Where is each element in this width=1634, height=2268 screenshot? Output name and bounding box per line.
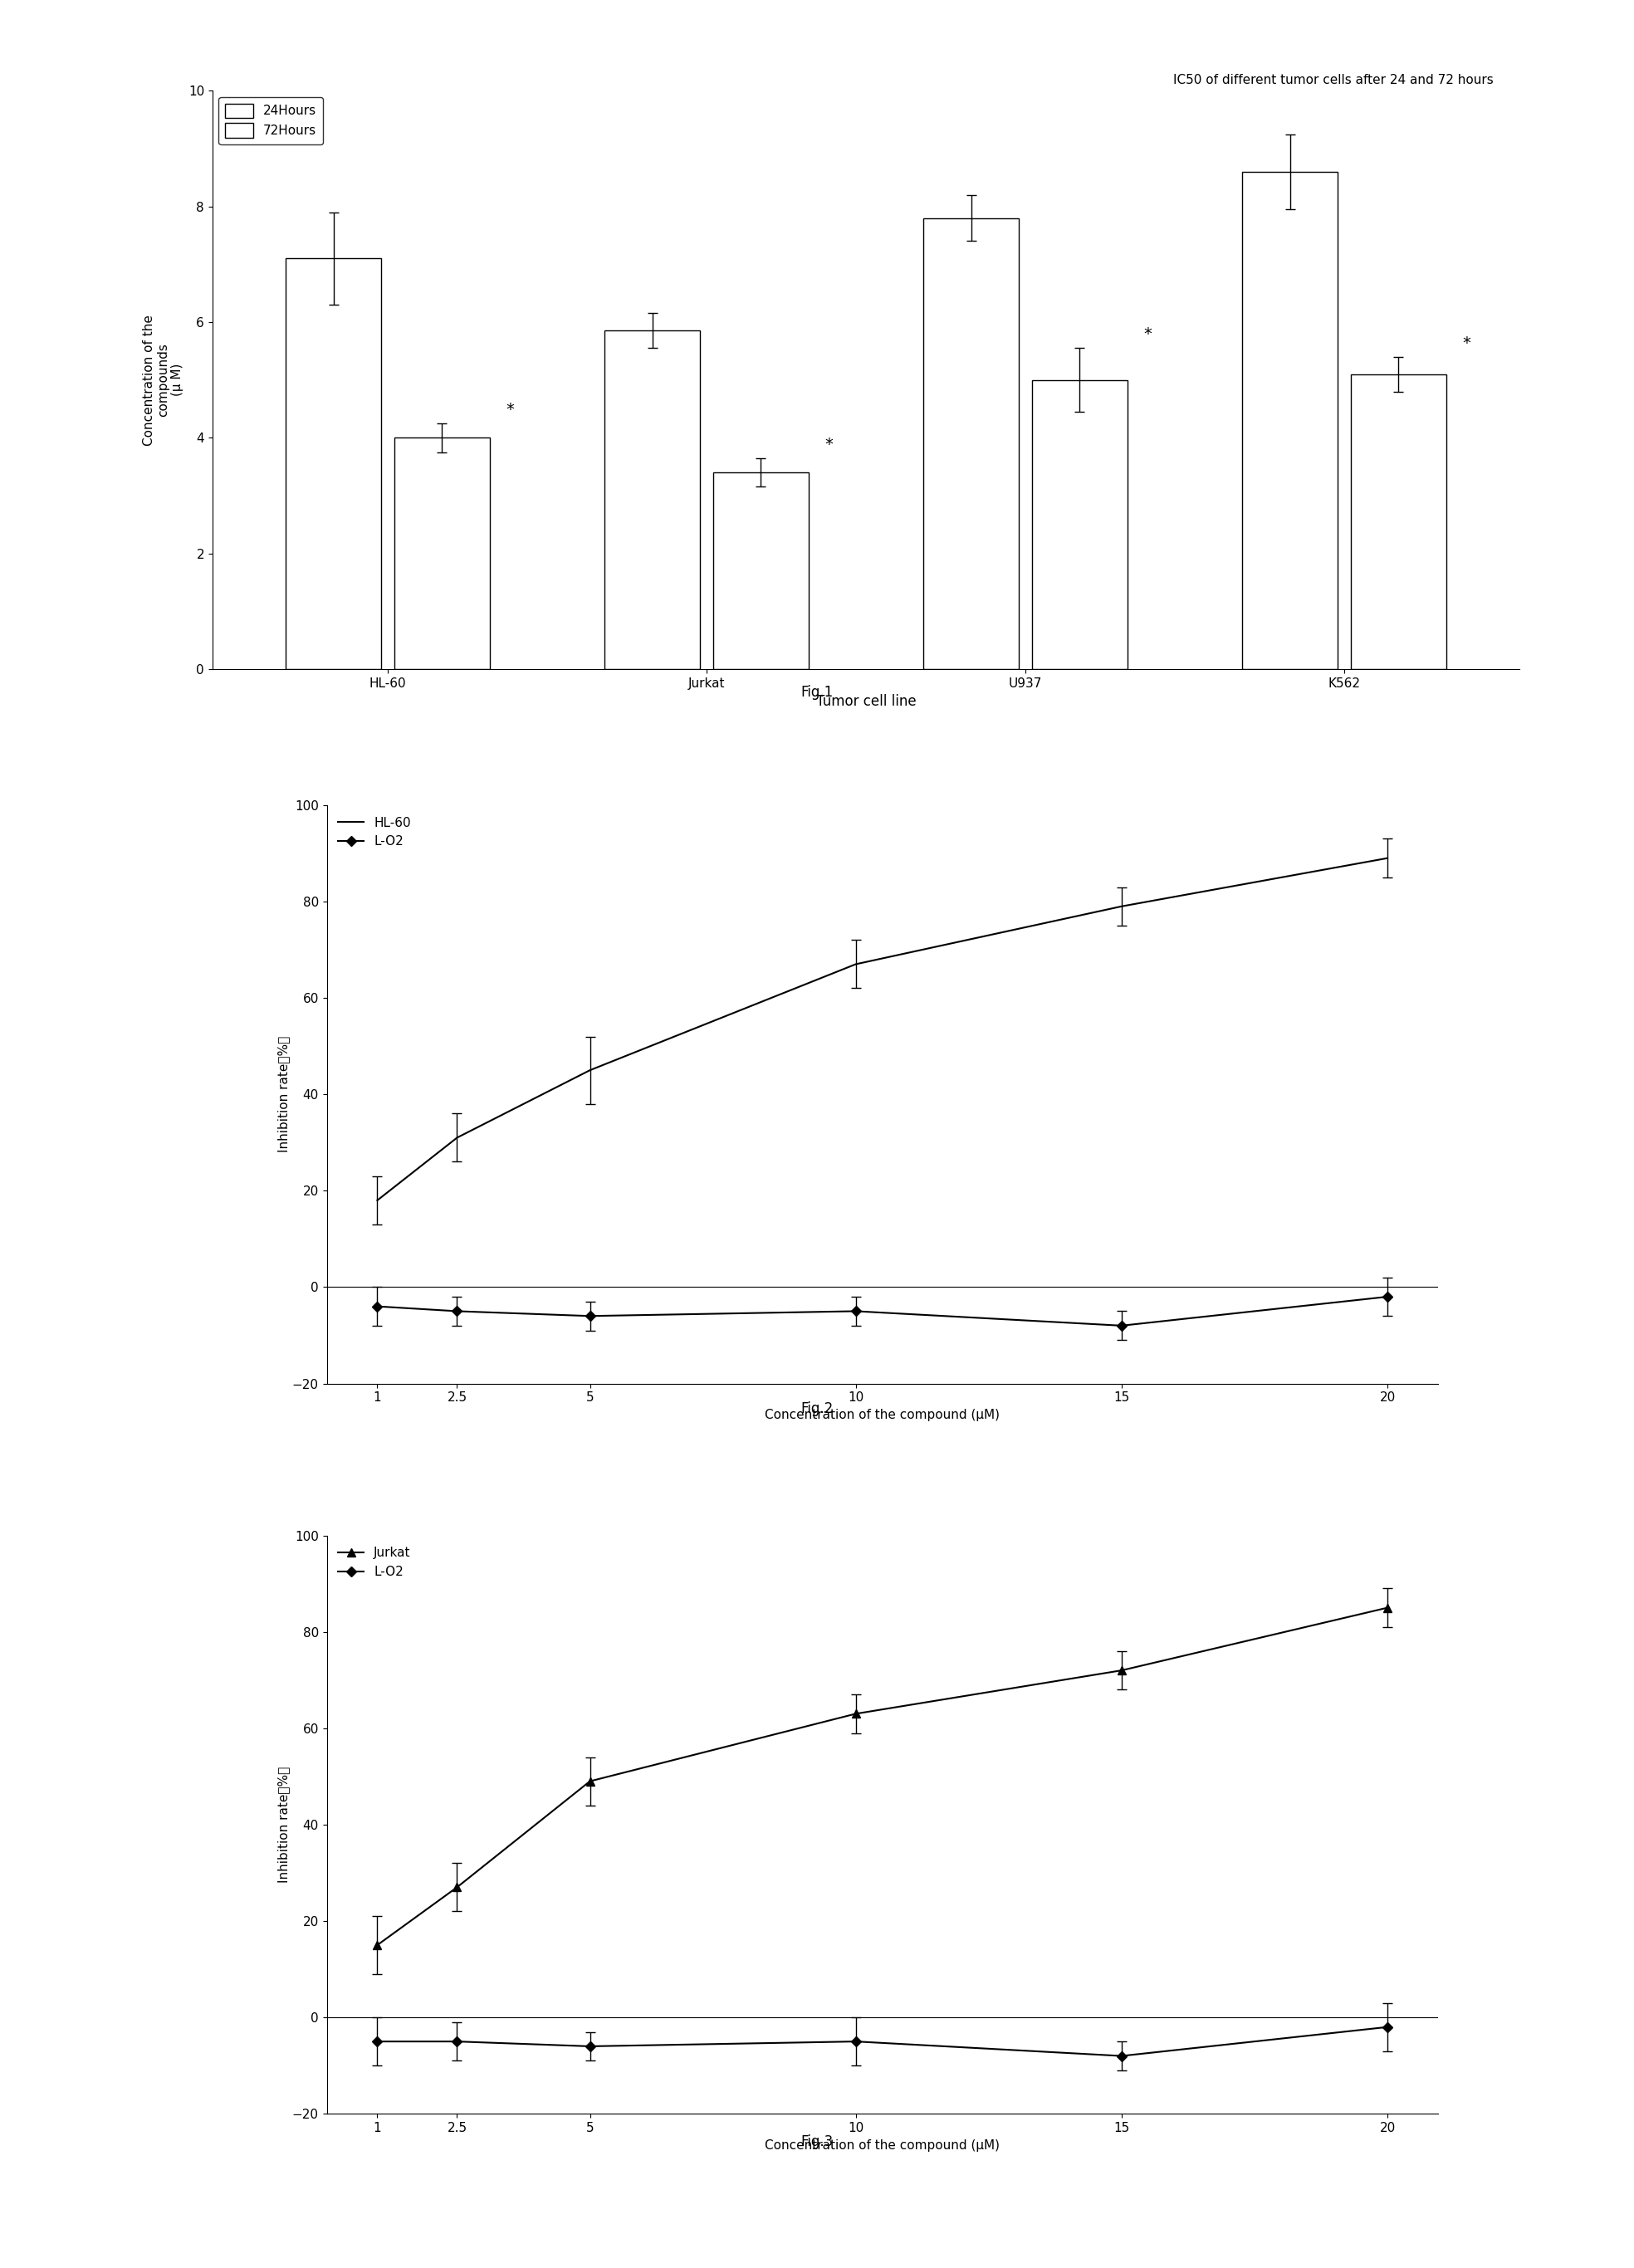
Text: *: * xyxy=(1462,336,1471,352)
Text: *: * xyxy=(1144,327,1152,342)
Bar xyxy=(286,259,381,669)
Legend: Jurkat, L-O2: Jurkat, L-O2 xyxy=(333,1542,415,1583)
Text: *: * xyxy=(507,401,515,417)
Bar xyxy=(923,218,1020,669)
X-axis label: Tumor cell line: Tumor cell line xyxy=(815,694,917,710)
Text: Fig.1: Fig.1 xyxy=(801,685,833,701)
Text: Fig.2: Fig.2 xyxy=(801,1402,833,1418)
Y-axis label: Inhibition rate（%）: Inhibition rate（%） xyxy=(278,1767,289,1882)
Bar xyxy=(1242,172,1338,669)
Bar xyxy=(1351,374,1446,669)
X-axis label: Concentration of the compound (μM): Concentration of the compound (μM) xyxy=(765,1408,1000,1422)
Y-axis label: Concentration of the
compounds
(μ M): Concentration of the compounds (μ M) xyxy=(142,315,183,445)
Y-axis label: Inhibition rate，%）: Inhibition rate，%） xyxy=(278,1036,289,1152)
Bar xyxy=(394,438,490,669)
Bar xyxy=(712,472,809,669)
Bar xyxy=(605,331,701,669)
Text: *: * xyxy=(825,435,833,451)
Legend: HL-60, L-O2: HL-60, L-O2 xyxy=(333,812,417,853)
Bar xyxy=(1031,379,1127,669)
Text: Fig.3: Fig.3 xyxy=(801,2134,833,2150)
Legend: 24Hours, 72Hours: 24Hours, 72Hours xyxy=(219,98,324,145)
Text: IC50 of different tumor cells after 24 and 72 hours: IC50 of different tumor cells after 24 a… xyxy=(1173,75,1493,86)
X-axis label: Concentration of the compound (μM): Concentration of the compound (μM) xyxy=(765,2139,1000,2152)
